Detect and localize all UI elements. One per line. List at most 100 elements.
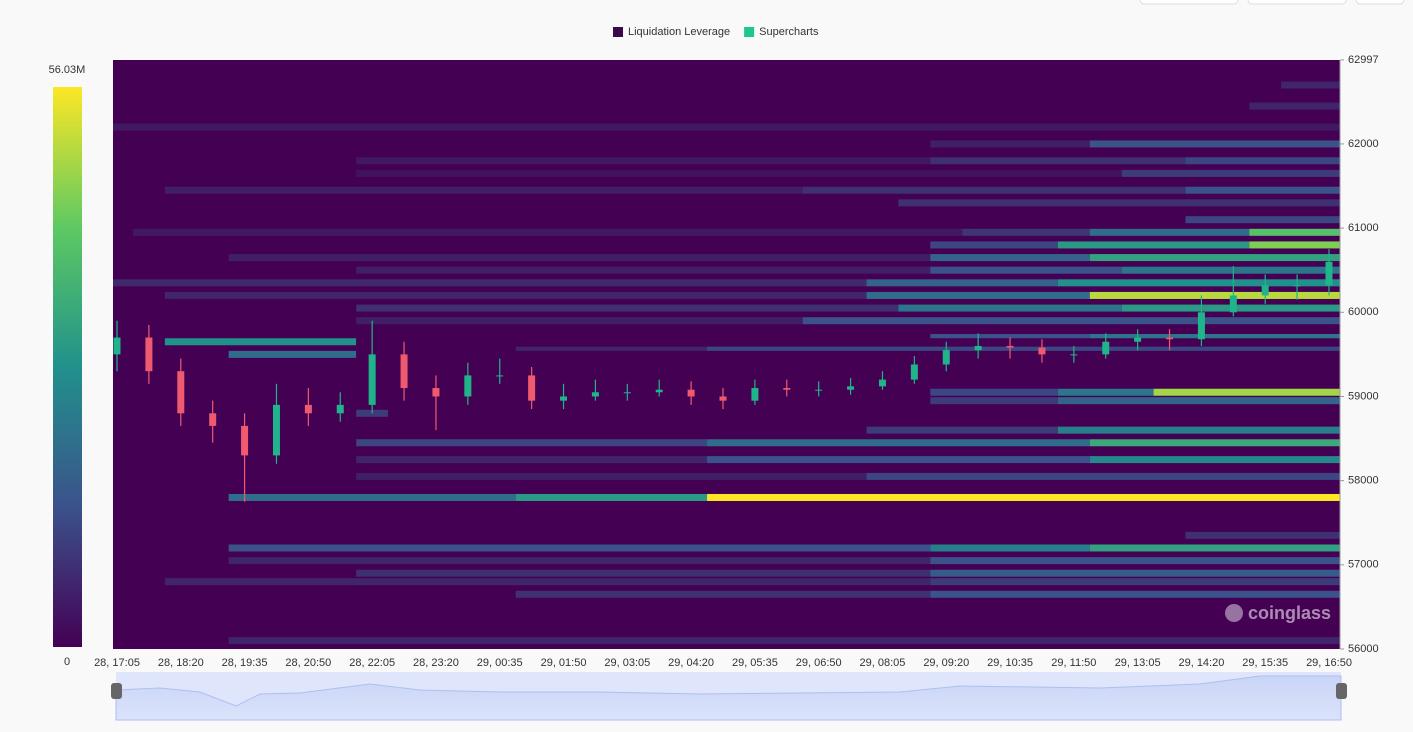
candle-body [464, 375, 472, 397]
legend-item[interactable]: Supercharts [744, 26, 819, 38]
candle [145, 324, 153, 384]
heatmap-cell [356, 169, 1122, 177]
heatmap-cell [164, 186, 803, 194]
heatmap-cell [898, 199, 1340, 207]
navigator-handle[interactable] [111, 683, 122, 699]
heatmap-cell [1057, 279, 1340, 287]
candle [687, 381, 695, 405]
y-tick-label: 62997 [1348, 54, 1379, 66]
heatmap-cell [356, 317, 803, 325]
heatmap-cell [866, 279, 1058, 287]
candle-body [751, 388, 759, 401]
heatmap-cell [1121, 169, 1340, 177]
candle [751, 379, 759, 405]
candle [1197, 295, 1205, 346]
x-tick-label: 29, 11:50 [1051, 657, 1096, 669]
legend-item[interactable]: Liquidation Leverage [613, 26, 730, 38]
x-tick-label: 28, 18:20 [158, 657, 204, 669]
candle-body [687, 389, 695, 397]
watermark: coinglass [1248, 603, 1331, 623]
x-tick-label: 28, 22:05 [349, 657, 395, 669]
candle [623, 383, 631, 401]
heatmap-cell [1185, 186, 1340, 194]
heatmap-cell [356, 266, 931, 274]
candle-body [1293, 285, 1301, 287]
heatmap-cell [1057, 241, 1250, 249]
heatmap-cell [228, 350, 357, 358]
candle-body [655, 389, 663, 393]
heatmap-cell [1089, 140, 1340, 148]
legend-swatch [613, 27, 623, 37]
toolbar-button[interactable] [1139, 0, 1239, 5]
candle [528, 367, 536, 410]
heatmap-cell [228, 544, 931, 552]
legend-swatch [744, 27, 755, 37]
candle-body [623, 392, 631, 394]
candle [241, 413, 249, 502]
heatmap-cell [930, 157, 1186, 165]
navigator[interactable] [111, 672, 1347, 721]
candle [942, 341, 950, 372]
y-tick-label: 62000 [1348, 138, 1379, 150]
heatmap-cell [1089, 334, 1340, 342]
candle-body [1166, 337, 1174, 340]
x-tick-label: 29, 16:50 [1306, 657, 1352, 669]
candle [1166, 329, 1174, 351]
candle-body [878, 379, 886, 387]
heatmap-cell [164, 338, 357, 346]
heatmap-cell [113, 279, 867, 287]
candle-body [400, 354, 408, 389]
candle [719, 388, 727, 410]
heatmap-cell [1121, 266, 1340, 274]
x-tick-label: 29, 03:05 [604, 657, 650, 669]
x-tick-label: 29, 00:35 [477, 657, 523, 669]
y-tick-label: 59000 [1348, 390, 1379, 402]
heatmap-cell [930, 544, 1090, 552]
candle [177, 358, 185, 426]
candle-body [942, 350, 950, 365]
heatmap-cell [1281, 81, 1340, 89]
candle [591, 379, 599, 401]
candle-body [1006, 345, 1014, 348]
toolbar-button[interactable] [1247, 0, 1347, 5]
candle-body [241, 425, 249, 456]
candle-body [847, 386, 855, 390]
heatmap-cell [388, 409, 1341, 417]
heatmap-cell [1185, 157, 1340, 165]
colorbar [53, 87, 82, 647]
toolbar-button[interactable] [1355, 0, 1405, 5]
heatmap-cell [898, 304, 1122, 312]
heatmap-cell [1185, 216, 1340, 224]
candle-body [783, 388, 791, 390]
candle-body [1261, 285, 1269, 296]
heatmap-cell [515, 346, 708, 354]
candle [1102, 333, 1110, 359]
x-tick-label: 29, 15:35 [1242, 657, 1288, 669]
heatmap-cell [962, 228, 1090, 236]
candle [655, 379, 663, 397]
heatmap-cell [930, 241, 1058, 249]
heatmap-cell [1089, 254, 1340, 262]
x-tick-label: 29, 13:05 [1115, 657, 1161, 669]
candle-body [560, 396, 568, 401]
y-tick-label: 58000 [1348, 475, 1379, 487]
navigator-handle[interactable] [1336, 683, 1347, 699]
x-tick-label: 29, 05:35 [732, 657, 778, 669]
candle [464, 362, 472, 405]
candle-body [209, 413, 217, 426]
candle [878, 371, 886, 390]
candle [815, 381, 823, 397]
heatmap-cell [228, 637, 1340, 645]
heatmap-cell [707, 346, 1340, 354]
heatmap-cell [356, 338, 1340, 346]
candle-body [1325, 261, 1333, 286]
heatmap-cell [930, 569, 1340, 577]
candle [1134, 329, 1142, 351]
heatmap-cell [930, 140, 1090, 148]
x-tick-label: 29, 09:20 [923, 657, 969, 669]
y-tick-label: 61000 [1348, 222, 1379, 234]
candle [432, 375, 440, 431]
candle-body [719, 396, 727, 401]
candle [974, 333, 982, 359]
